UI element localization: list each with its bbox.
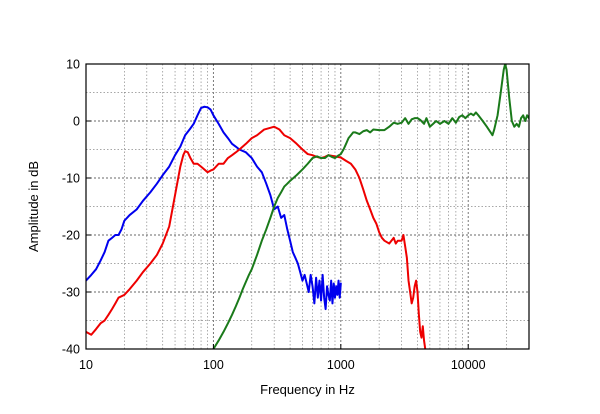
series-group — [86, 64, 529, 349]
tick-labels: 10 100 1000 10000 -40 -30 -20 -10 0 10 — [62, 58, 486, 373]
x-tick-label: 10 — [79, 358, 93, 372]
x-axis-label: Frequency in Hz — [260, 382, 355, 397]
x-tick-label: 10000 — [451, 358, 486, 372]
y-tick-label: -10 — [62, 172, 80, 186]
y-tick-label: -40 — [62, 343, 80, 357]
y-tick-label: 10 — [66, 58, 80, 72]
x-tick-label: 1000 — [327, 358, 355, 372]
x-tick-label: 100 — [203, 358, 224, 372]
y-tick-label: 0 — [73, 115, 80, 129]
grid-lines — [86, 64, 529, 349]
series-line-1 — [86, 105, 342, 311]
y-tick-label: -20 — [62, 229, 80, 243]
series-line-3 — [212, 64, 529, 349]
y-tick-label: -30 — [62, 286, 80, 300]
plot-frame — [85, 63, 530, 350]
series-line-2 — [86, 125, 427, 349]
y-axis-label: Amplitude in dB — [26, 161, 41, 252]
